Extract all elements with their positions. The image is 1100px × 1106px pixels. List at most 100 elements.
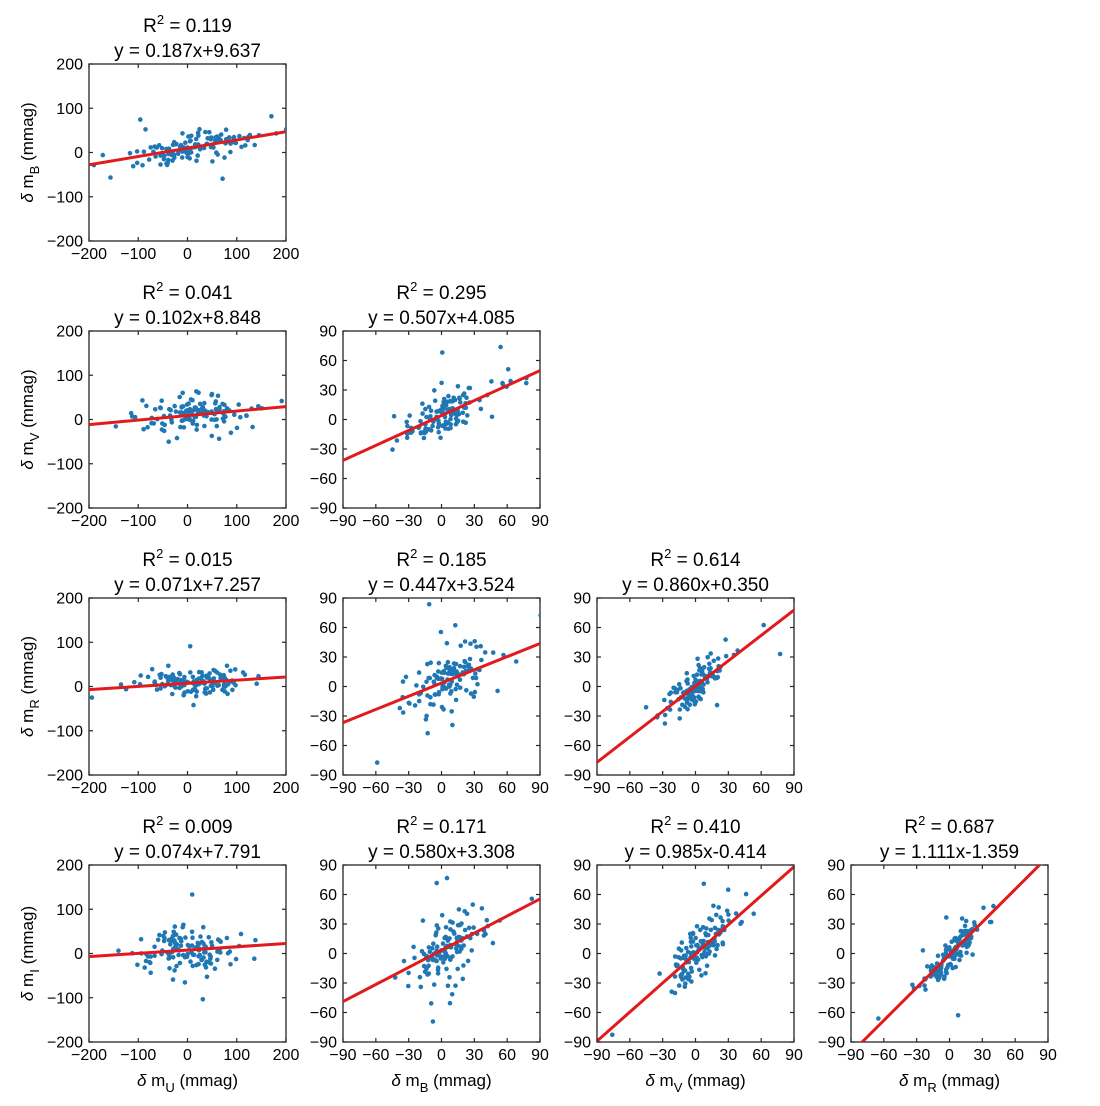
data-point xyxy=(160,421,165,426)
data-point xyxy=(568,643,573,648)
fit-equation-title: y = 0.102x+8.848 xyxy=(114,308,261,329)
data-point xyxy=(693,688,699,694)
data-point xyxy=(202,690,207,695)
r-squared-title: R2 = 0.687 xyxy=(904,813,994,838)
data-point xyxy=(145,674,151,680)
data-point xyxy=(418,430,424,435)
data-point xyxy=(118,682,124,687)
x-tick-label: 30 xyxy=(465,780,483,797)
data-point xyxy=(217,407,222,412)
y-tick-label: 30 xyxy=(319,650,337,667)
data-point xyxy=(174,963,179,969)
data-point xyxy=(420,401,425,407)
data-point xyxy=(250,424,255,430)
data-point xyxy=(538,613,540,618)
data-point xyxy=(968,935,974,941)
scatter-panel-I_vs_V: −90 −60 −30 0 30 60 90 −90 −60 −30 0 30 60 90 R2 = 0.4… xyxy=(564,813,803,1095)
data-point xyxy=(180,390,185,396)
y-tick-label: 90 xyxy=(319,591,337,608)
data-point xyxy=(239,144,244,150)
data-point xyxy=(405,423,410,429)
data-point xyxy=(489,414,495,420)
regression-line xyxy=(89,942,286,959)
data-point xyxy=(962,923,968,929)
data-point xyxy=(715,942,720,948)
data-layer xyxy=(343,875,540,1024)
y-tick-label: 100 xyxy=(56,902,83,919)
scatter-panel-I_vs_R: −90 −60 −30 0 30 60 90 −90 −60 −30 0 30 60 90 R2 = 0.6… xyxy=(818,813,1057,1095)
data-point xyxy=(472,639,478,644)
y-tick-label: 60 xyxy=(319,620,337,637)
data-point xyxy=(674,690,680,695)
data-point xyxy=(242,672,248,678)
data-point xyxy=(116,948,121,953)
data-point xyxy=(194,689,200,694)
data-point xyxy=(166,157,171,163)
data-point xyxy=(952,956,957,961)
y-tick-label: 60 xyxy=(319,887,337,904)
data-point xyxy=(700,671,706,677)
data-point xyxy=(673,962,679,967)
data-point xyxy=(159,398,164,404)
data-point xyxy=(685,677,690,682)
data-point xyxy=(179,410,184,415)
y-tick-label: 0 xyxy=(836,946,845,963)
r-squared-title: R2 = 0.171 xyxy=(396,813,486,838)
data-point xyxy=(689,692,695,697)
data-point xyxy=(711,943,716,948)
data-point xyxy=(963,918,969,924)
data-point xyxy=(181,425,187,430)
data-point xyxy=(703,971,708,976)
data-point xyxy=(454,412,459,418)
data-point xyxy=(183,140,188,145)
data-point xyxy=(169,152,174,158)
data-point xyxy=(465,958,471,964)
data-point xyxy=(454,682,460,688)
data-point xyxy=(416,698,422,704)
x-tick-label: −60 xyxy=(870,1047,897,1064)
data-point xyxy=(436,660,442,666)
data-point xyxy=(462,639,468,644)
data-point xyxy=(196,676,202,681)
data-point xyxy=(465,413,470,418)
data-point xyxy=(695,656,700,662)
data-point xyxy=(225,681,231,687)
x-tick-label: 90 xyxy=(785,1047,803,1064)
r-squared-title: R2 = 0.614 xyxy=(650,546,741,571)
data-point xyxy=(445,983,451,989)
scatter-panel-B_vs_U: −200 −100 0 100 200 −200 −100 0 100 200 R2 = 0.119… xyxy=(18,12,299,263)
y-tick-label: −90 xyxy=(564,1035,591,1052)
data-point xyxy=(714,946,719,952)
data-point xyxy=(425,730,431,736)
x-tick-label: 200 xyxy=(273,513,300,530)
data-point xyxy=(925,964,930,969)
data-point xyxy=(481,933,487,938)
data-point xyxy=(454,946,459,951)
data-point xyxy=(475,681,480,687)
data-point xyxy=(195,940,201,946)
data-point xyxy=(157,405,163,410)
x-tick-label: −200 xyxy=(71,246,107,263)
x-tick-label: 30 xyxy=(719,1047,737,1064)
data-point xyxy=(221,682,227,688)
data-point xyxy=(214,423,220,429)
data-point xyxy=(430,423,435,429)
data-point xyxy=(935,953,941,959)
scatter-panel-V_vs_B: −90 −60 −30 0 30 60 90 −90 −60 −30 0 30 60 90 R2 = 0.2… xyxy=(310,279,549,530)
data-point xyxy=(435,967,441,973)
data-point xyxy=(943,947,949,952)
data-point xyxy=(128,410,134,416)
data-point xyxy=(167,966,172,971)
data-point xyxy=(679,940,685,945)
data-point xyxy=(191,952,197,958)
data-point xyxy=(186,401,191,406)
data-layer xyxy=(89,389,286,445)
data-point xyxy=(687,695,693,701)
data-point xyxy=(427,949,433,955)
data-point xyxy=(134,160,140,166)
x-tick-label: 90 xyxy=(531,780,549,797)
data-point xyxy=(210,683,215,689)
data-point xyxy=(958,949,963,955)
data-point xyxy=(457,663,463,669)
data-point xyxy=(222,689,228,694)
